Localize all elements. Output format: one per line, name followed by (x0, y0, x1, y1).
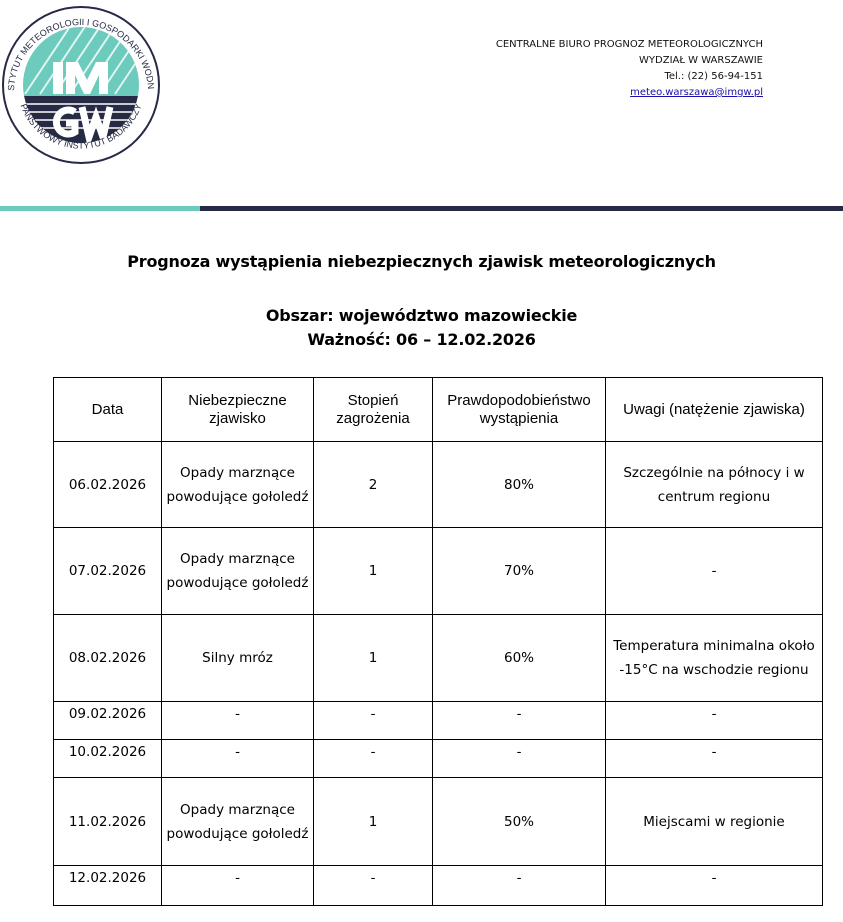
table-cell: - (313, 865, 433, 906)
table-cell: 07.02.2026 (53, 527, 162, 615)
table-cell: 06.02.2026 (53, 441, 162, 528)
table-cell: Opady marznące powodujące gołoledź (161, 777, 314, 866)
table-cell: - (313, 739, 433, 778)
logo-im (53, 62, 108, 94)
table-cell: 2 (313, 441, 433, 528)
col-header: Prawdopodobieństwo wystąpienia (432, 377, 606, 442)
area: Obszar: województwo mazowieckie (265, 306, 578, 325)
divider-navy (200, 206, 843, 211)
logo-gw (52, 106, 114, 150)
table-cell: 50% (432, 777, 606, 866)
page-title: Prognoza wystąpienia niebezpiecznych zja… (127, 252, 716, 271)
table-cell: Opady marznące powodujące gołoledź (161, 527, 314, 615)
table-cell: Silny mróz (161, 614, 314, 702)
table-cell: - (161, 865, 314, 906)
table-row: 11.02.2026 Opady marznące powodujące goło… (53, 777, 823, 866)
table-cell: - (605, 865, 823, 906)
table-cell: Szczególnie na północy i w centrum regio… (605, 441, 823, 528)
table-cell: Temperatura minimalna około -15°C na wsc… (605, 614, 823, 702)
table-cell: - (161, 701, 314, 740)
table-cell: 70% (432, 527, 606, 615)
table-row: 08.02.2026 Silny mróz 1 60% Temperatura mini… (53, 614, 823, 702)
table-row: 09.02.2026- - - - (53, 701, 823, 740)
table-cell: - (605, 739, 823, 778)
col-header: Uwagi (natężenie zjawiska) (605, 377, 823, 442)
table-cell: Opady marznące powodujące gołoledź (161, 441, 314, 528)
table-row: 12.02.2026- - - - (53, 865, 823, 906)
table-cell: 1 (313, 527, 433, 615)
table-cell: - (605, 701, 823, 740)
validity: Ważność: 06 – 12.02.2026 (307, 330, 536, 349)
divider-teal (0, 206, 200, 211)
table-cell: 1 (313, 777, 433, 866)
table-cell: 08.02.2026 (53, 614, 162, 702)
col-header: Stopień zagrożenia (313, 377, 433, 442)
col-header: Niebezpieczne zjawisko (161, 377, 314, 442)
table-cell: - (161, 739, 314, 778)
org-name: CENTRALNE BIURO PROGNOZ METEOROLOGICZNYC… (495, 39, 763, 50)
table-cell: - (313, 701, 433, 740)
table-cell: - (605, 527, 823, 615)
table-cell: - (432, 701, 606, 740)
table-cell: 60% (432, 614, 606, 702)
table-cell: 1 (313, 614, 433, 702)
contact-header: CENTRALNE BIURO PROGNOZ METEOROLOGICZNYC… (496, 37, 763, 101)
col-header: Data (53, 377, 162, 442)
email-link[interactable]: meteo.warszawa@imgw.pl (630, 87, 763, 98)
dept-name: WYDZIAŁ W WARSZAWIE (639, 55, 763, 66)
imgw-logo: INSTYTUT METEOROLOGII I GOSPODARKI WODNE… (0, 4, 160, 164)
table-row: 10.02.2026- - - - (53, 739, 823, 778)
table-cell: 11.02.2026 (53, 777, 162, 866)
table-cell: Miejscami w regionie (605, 777, 823, 866)
table-cell: 10.02.2026 (53, 739, 162, 778)
table-row: 06.02.2026 Opady marznące powodujące goło… (53, 441, 823, 528)
phone: Tel.: (22) 56-94-151 (664, 71, 763, 82)
table-cell: 80% (432, 441, 606, 528)
table-cell: 12.02.2026 (53, 865, 162, 906)
forecast-table: Data Niebezpieczne zjawisko Stopień zagr… (53, 377, 823, 906)
table-cell: - (432, 739, 606, 778)
table-row: 07.02.2026 Opady marznące powodujące goło… (53, 527, 823, 615)
table-cell: 09.02.2026 (53, 701, 162, 740)
table-cell: - (432, 865, 606, 906)
